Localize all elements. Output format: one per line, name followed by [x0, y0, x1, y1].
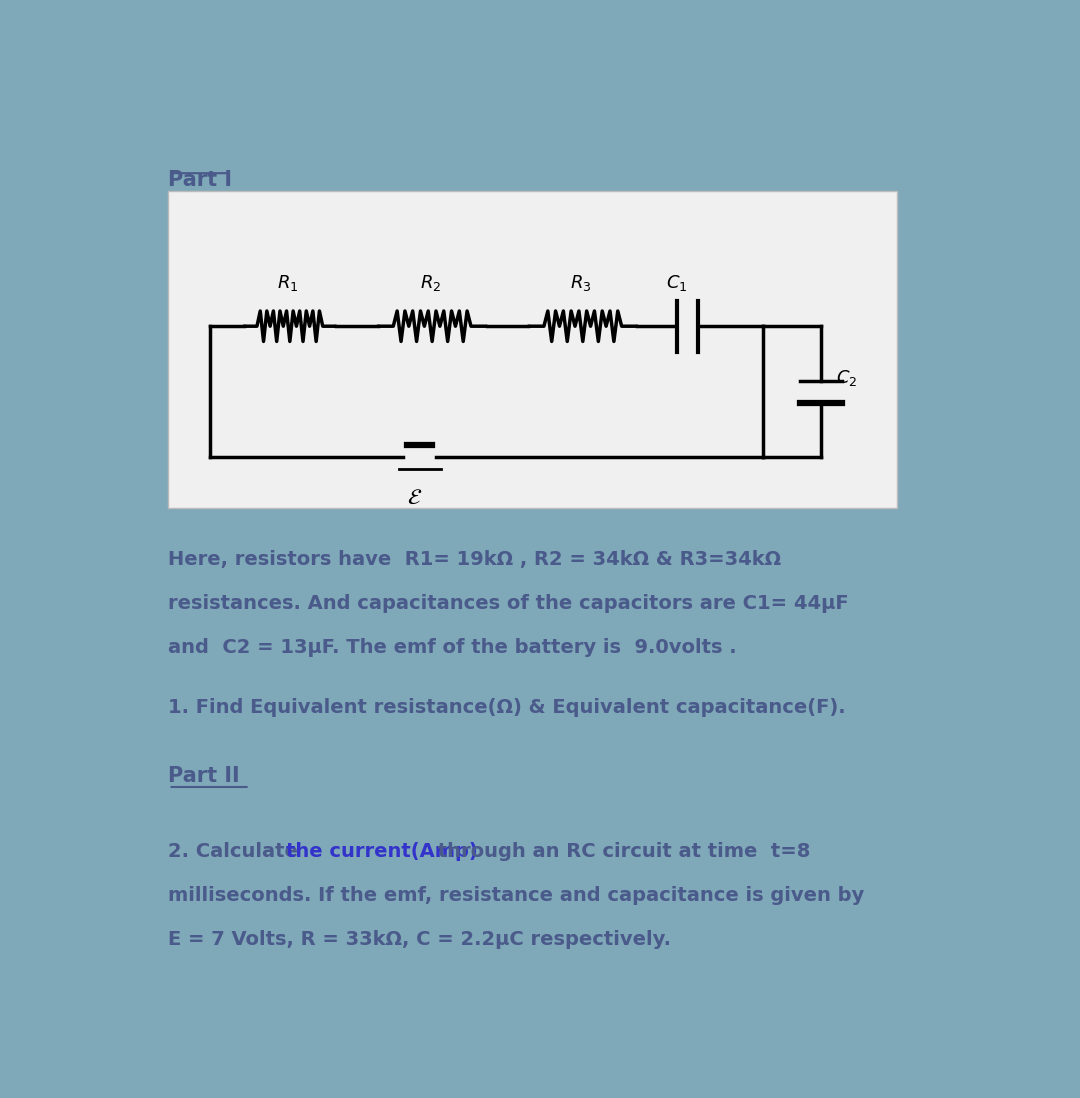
Text: $R_2$: $R_2$ [419, 273, 441, 293]
Text: $\mathcal{E}$: $\mathcal{E}$ [407, 486, 422, 508]
Text: 1. Find Equivalent resistance(Ω) & Equivalent capacitance(F).: 1. Find Equivalent resistance(Ω) & Equiv… [168, 698, 846, 717]
Text: Here, resistors have  R1= 19kΩ , R2 = 34kΩ & R3=34kΩ: Here, resistors have R1= 19kΩ , R2 = 34k… [168, 550, 782, 569]
Text: milliseconds. If the emf, resistance and capacitance is given by: milliseconds. If the emf, resistance and… [168, 886, 865, 905]
Text: Part II: Part II [168, 766, 240, 786]
Text: 2. Calculate: 2. Calculate [168, 842, 306, 861]
FancyBboxPatch shape [168, 191, 896, 508]
Text: E = 7 Volts, R = 33kΩ, C = 2.2μC respectively.: E = 7 Volts, R = 33kΩ, C = 2.2μC respect… [168, 930, 672, 949]
Text: Part I: Part I [168, 170, 232, 190]
Text: through an RC circuit at time  t=8: through an RC circuit at time t=8 [431, 842, 810, 861]
Text: resistances. And capacitances of the capacitors are C1= 44μF: resistances. And capacitances of the cap… [168, 594, 849, 613]
Text: the current(Amp): the current(Amp) [286, 842, 477, 861]
Text: $C_1$: $C_1$ [666, 273, 688, 293]
Text: $C_2$: $C_2$ [836, 368, 858, 389]
Text: $R_3$: $R_3$ [570, 273, 592, 293]
Text: and  C2 = 13μF. The emf of the battery is  9.0volts .: and C2 = 13μF. The emf of the battery is… [168, 638, 738, 658]
Text: $R_1$: $R_1$ [278, 273, 299, 293]
